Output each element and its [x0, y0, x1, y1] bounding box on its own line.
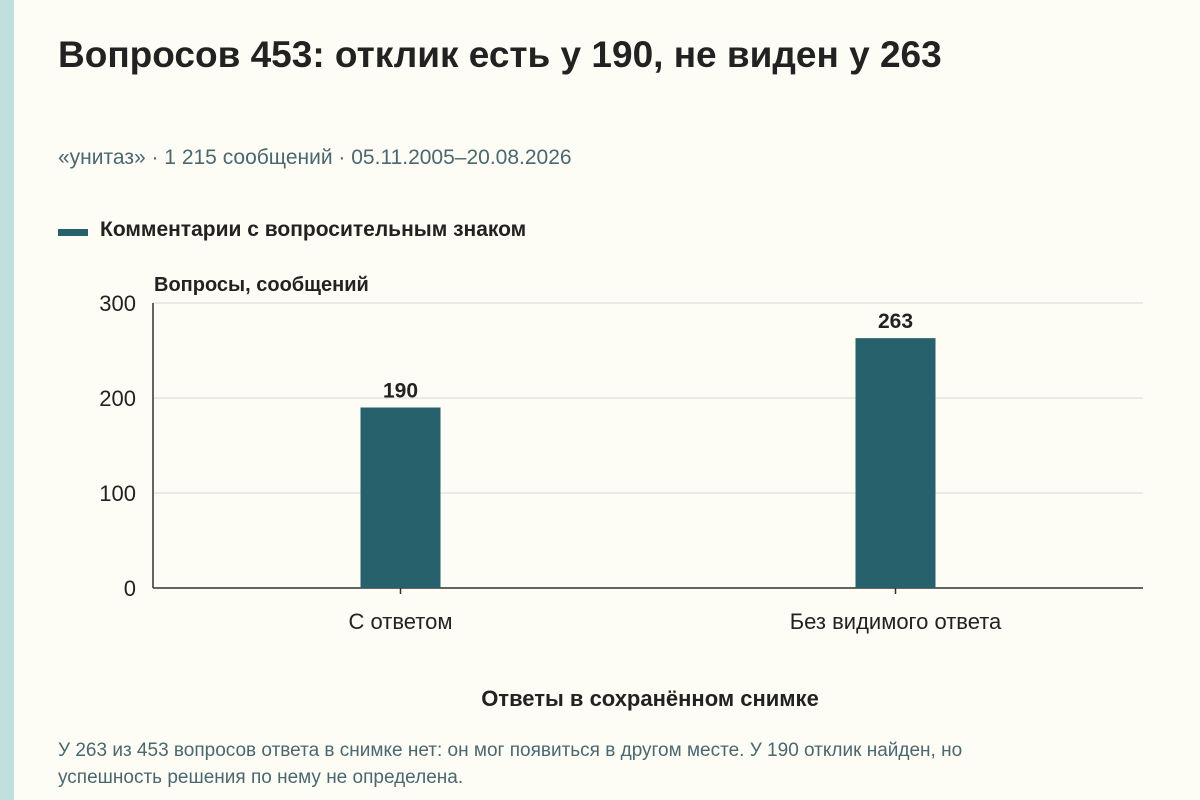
data-label: 263 — [878, 310, 913, 333]
legend-swatch — [58, 228, 88, 236]
footnote: У 263 из 453 вопросов ответа в снимке не… — [58, 740, 963, 788]
y-axis-label: Вопросы, сообщений — [154, 274, 369, 296]
chart-subtitle: «унитаз» · 1 215 сообщений · 05.11.2005–… — [58, 146, 572, 169]
y-tick-label: 300 — [99, 291, 136, 316]
y-tick-label: 0 — [124, 576, 136, 601]
bar-chart: 0 100 200 300 190 С ответом 263 Без видимого от… — [99, 291, 1143, 634]
y-tick-label: 200 — [99, 386, 136, 411]
accent-strip — [0, 0, 14, 800]
x-tick-label: Без видимого ответа — [790, 609, 1002, 634]
legend-label: Комментарии с вопросительным знаком — [100, 218, 527, 241]
y-tick-label: 100 — [99, 481, 136, 506]
legend: Комментарии с вопросительным знаком — [58, 218, 526, 242]
data-label: 190 — [383, 380, 418, 403]
bar — [855, 338, 936, 588]
x-axis-label: Ответы в сохранённом снимке — [481, 686, 819, 711]
chart-title: Вопросов 453: отклик есть у 190, не виде… — [58, 34, 942, 75]
x-tick-label: С ответом — [349, 609, 453, 634]
bar — [360, 407, 441, 588]
